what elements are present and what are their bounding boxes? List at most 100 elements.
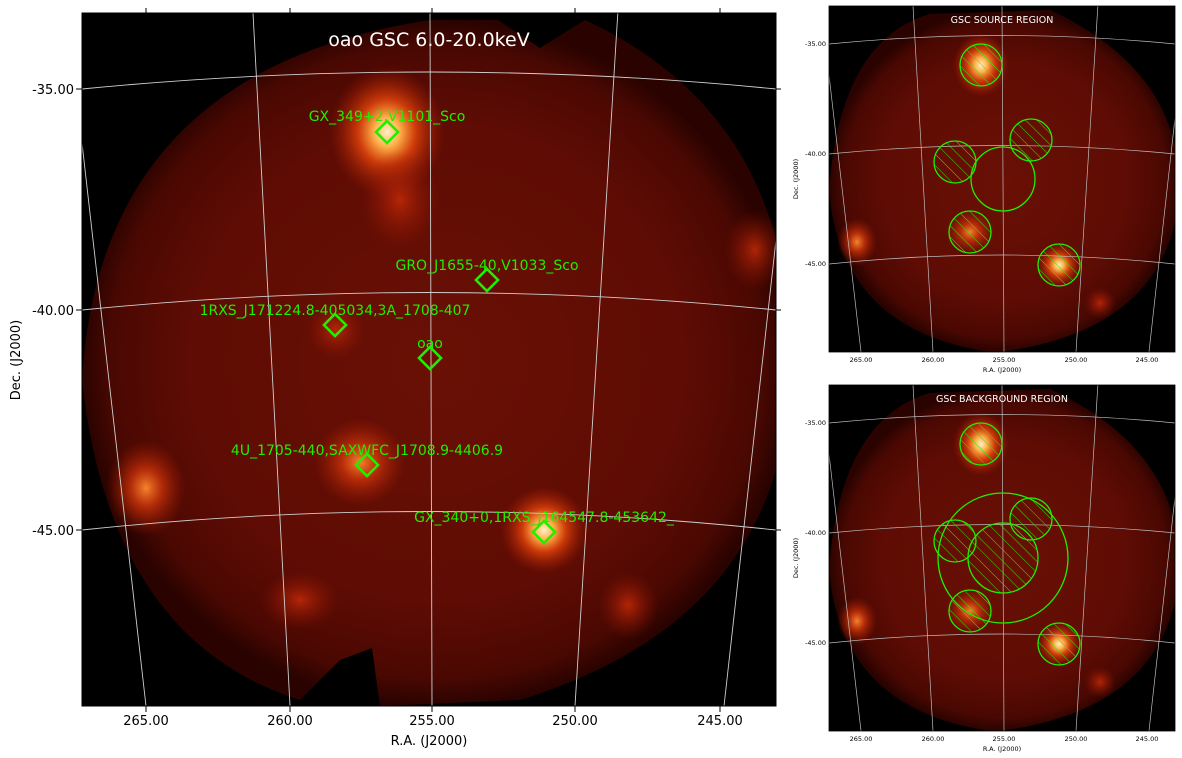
main-frame (81, 12, 777, 707)
main-glow-c (306, 300, 366, 360)
dec-tick-label: -35.00 (805, 40, 826, 48)
dec-tick-label: -40.00 (805, 529, 826, 537)
main-ra-tick-labels: 265.00 260.00 255.00 250.00 245.00 (123, 714, 743, 729)
ra-tick-label: 260.00 (922, 356, 945, 364)
background-glow (1084, 666, 1116, 698)
source-marker[interactable] (531, 519, 557, 545)
dec-tick-label: -35.00 (32, 83, 74, 98)
ra-tick-label: 250.00 (552, 714, 598, 729)
excluded-region[interactable] (1037, 622, 1081, 666)
source-region-panel: GSC SOURCE REGION 265.00 260.00 255.00 2… (792, 5, 1176, 374)
main-hotspot-gx340 (500, 486, 588, 574)
main-y-axis-label: Dec. (J2000) (9, 320, 24, 400)
excluded-region[interactable] (959, 43, 1003, 87)
dec-tick-label: -45.00 (805, 639, 826, 647)
main-source-labels: GX_349+2,V1101_Sco GRO_J1655-40,V1033_Sc… (200, 109, 675, 526)
source-marker[interactable] (374, 119, 400, 145)
ra-tick-label: 260.00 (267, 714, 313, 729)
excluded-region[interactable] (1037, 243, 1081, 287)
source-label: oao (417, 336, 443, 352)
source-regions (933, 43, 1081, 287)
dec-tick-label: -35.00 (805, 419, 826, 427)
grid-ra-260 (252, 13, 291, 706)
background-frame (828, 384, 1176, 732)
background-regions (933, 422, 1081, 666)
dec-tick-label: -40.00 (805, 150, 826, 158)
ra-tick-label: 250.00 (1065, 356, 1088, 364)
source-grid (829, 6, 1175, 352)
background-y-axis-label: Dec. (J2000) (792, 538, 800, 578)
ra-tick-label: 265.00 (850, 735, 873, 743)
background-panel-title: GSC BACKGROUND REGION (936, 394, 1068, 405)
main-source-markers (322, 119, 557, 545)
source-image: GSC SOURCE REGION (829, 6, 1175, 352)
grid-ra-255 (429, 13, 433, 706)
source-dec-tick-labels: -35.00 -40.00 -45.00 (805, 40, 826, 268)
main-hotspot-left (106, 440, 186, 536)
ra-tick-label: 255.00 (993, 735, 1016, 743)
ra-tick-label: 245.00 (697, 714, 743, 729)
source-label: GX_340+0,1RXS_J164547.8-453642_ (414, 510, 675, 526)
grid-ra-245 (723, 239, 776, 706)
ra-tick-label: 245.00 (1136, 356, 1159, 364)
background-x-axis-label: R.A. (J2000) (983, 745, 1021, 753)
ra-tick-label: 250.00 (1065, 735, 1088, 743)
background-hotspot-d (837, 597, 877, 645)
source-frame (828, 5, 1176, 353)
source-marker[interactable] (322, 312, 348, 338)
background-grid (829, 385, 1175, 731)
source-y-axis-label: Dec. (J2000) (792, 159, 800, 199)
ra-tick-label: 265.00 (850, 356, 873, 364)
main-glow-d (260, 570, 340, 630)
excluded-region[interactable] (1009, 497, 1053, 541)
background-dec-tick-labels: -35.00 -40.00 -45.00 (805, 419, 826, 647)
background-ra-tick-labels: 265.00 260.00 255.00 250.00 245.00 (850, 735, 1159, 743)
main-image: GX_349+2,V1101_Sco GRO_J1655-40,V1033_Sc… (82, 13, 776, 706)
main-panel: GX_349+2,V1101_Sco GRO_J1655-40,V1033_Sc… (9, 8, 781, 749)
ra-tick-label: 255.00 (993, 356, 1016, 364)
main-ticks (76, 8, 781, 712)
background-image: GSC BACKGROUND REGION (829, 385, 1175, 731)
dec-tick-label: -40.00 (32, 304, 74, 319)
dec-tick-label: -45.00 (32, 524, 74, 539)
main-glow-a (360, 150, 440, 250)
main-field-of-view (82, 20, 776, 706)
source-glow (1084, 287, 1116, 319)
dec-tick-label: -45.00 (805, 260, 826, 268)
source-marker[interactable] (474, 267, 500, 293)
grid-dec-35 (82, 71, 776, 90)
source-marker[interactable] (417, 345, 443, 371)
source-x-axis-label: R.A. (J2000) (983, 366, 1021, 374)
source-marker[interactable] (354, 452, 380, 478)
excluded-region[interactable] (948, 210, 992, 254)
grid-dec-40 (82, 292, 776, 311)
main-x-axis-label: R.A. (J2000) (391, 734, 468, 749)
main-title: oao GSC 6.0-20.0keV (328, 29, 529, 51)
excluded-region[interactable] (933, 140, 977, 184)
source-label: GRO_J1655-40,V1033_Sco (395, 258, 578, 274)
ra-tick-label: 245.00 (1136, 735, 1159, 743)
source-panel-title: GSC SOURCE REGION (951, 15, 1054, 26)
source-field-of-view (829, 10, 1175, 352)
excluded-region[interactable] (1009, 118, 1053, 162)
ra-tick-label: 260.00 (922, 735, 945, 743)
ra-tick-label: 255.00 (409, 714, 455, 729)
grid-dec-45 (82, 511, 776, 531)
main-glow-b (598, 571, 658, 639)
source-ra-tick-labels: 265.00 260.00 255.00 250.00 245.00 (850, 356, 1159, 364)
excluded-region[interactable] (959, 422, 1003, 466)
background-region-panel: GSC BACKGROUND REGION 265.00 260.00 255.… (792, 384, 1176, 753)
source-label: 4U_1705-440,SAXWFC_J1708.9-4406.9 (231, 443, 503, 459)
grid-ra-265 (82, 142, 147, 706)
main-grid (82, 13, 776, 706)
source-extraction-region[interactable] (970, 146, 1036, 212)
ra-tick-label: 265.00 (123, 714, 169, 729)
main-dec-tick-labels: -35.00 -40.00 -45.00 (32, 83, 74, 539)
background-annulus-outer[interactable] (937, 492, 1069, 624)
main-glow-e (725, 210, 776, 290)
grid-ra-250 (574, 13, 619, 706)
excluded-region[interactable] (933, 519, 977, 563)
source-label: 1RXS_J171224.8-405034,3A_1708-407 (200, 303, 471, 319)
excluded-region[interactable] (948, 589, 992, 633)
